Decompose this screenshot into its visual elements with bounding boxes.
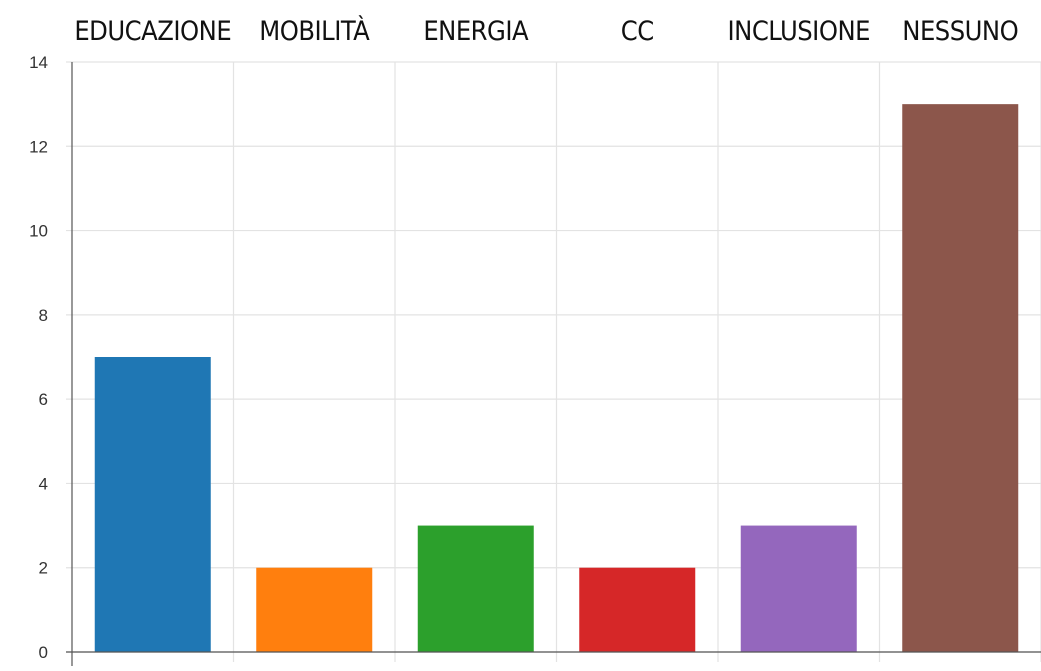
bar-nessuno [902,104,1019,652]
bar-layer [94,104,1019,652]
category-label: NESSUNO [902,16,1018,47]
y-tick-label: 10 [29,222,48,241]
category-label: MOBILITÀ [259,15,370,47]
y-tick-label: 12 [29,137,48,156]
bar-energia [417,525,534,652]
bar-inclusione [740,525,857,652]
y-tick-label: 14 [29,53,48,72]
category-label: INCLUSIONE [728,16,870,47]
bar-mobilit- [256,567,373,652]
bar-educazione [94,357,211,652]
category-label: ENERGIA [423,16,529,47]
y-tick-label: 4 [39,474,48,493]
bar-cc [579,567,696,652]
y-tick-label: 6 [39,390,48,409]
axis-layer [66,62,1041,666]
category-label: CC [621,16,654,47]
y-tick-label: 8 [39,306,48,325]
grid-layer [66,61,1041,662]
label-layer: 0 2 4 6 8 10 12 14 EDUCAZIONE MOBILITÀ ENERGIA CC IN… [29,15,1019,662]
category-label: EDUCAZIONE [74,16,231,47]
y-tick-label: 2 [39,559,48,578]
y-tick-label: 0 [39,643,48,662]
